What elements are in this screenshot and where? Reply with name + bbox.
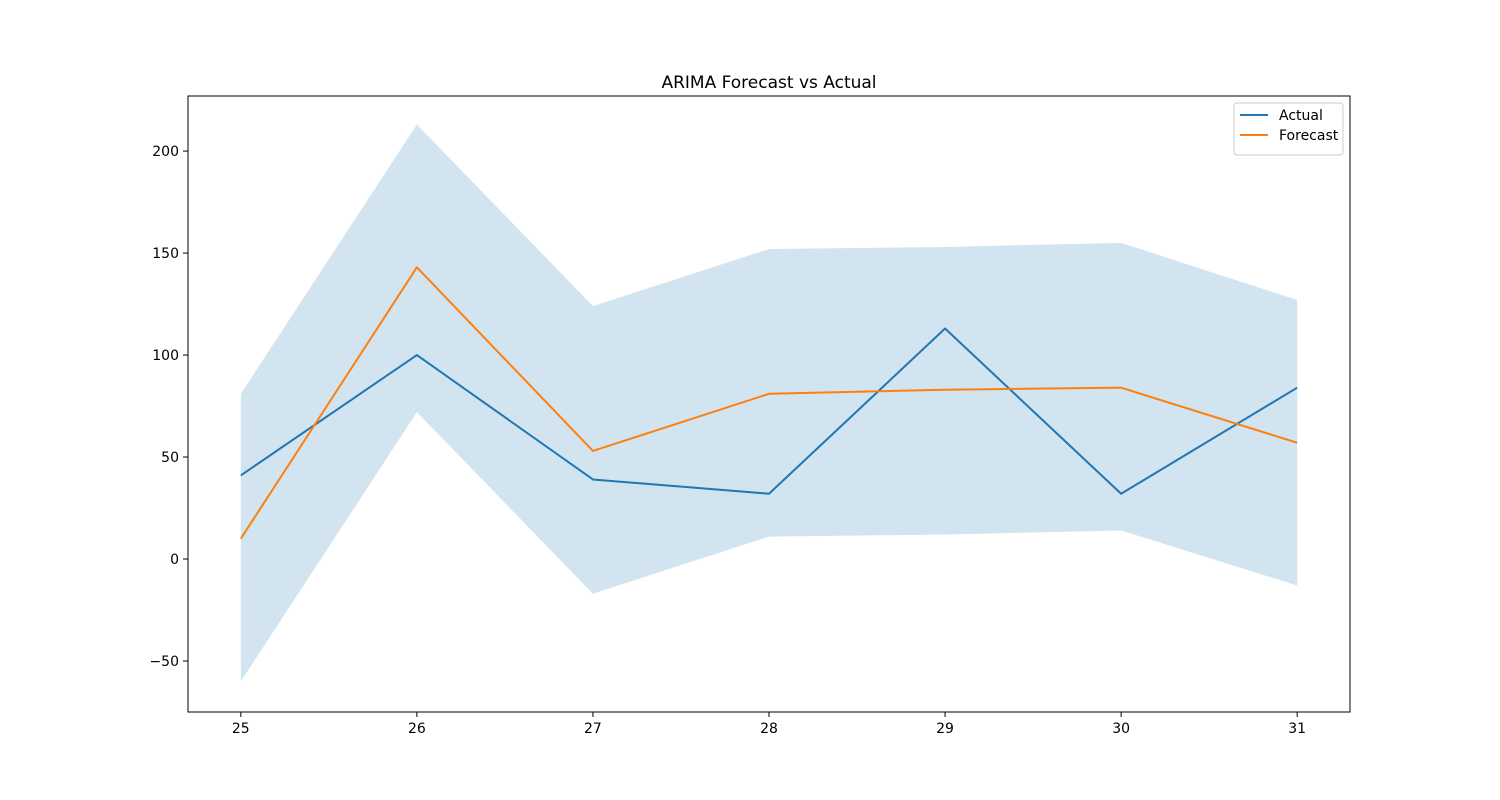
y-tick-label: 0 bbox=[170, 552, 179, 568]
x-tick-label: 30 bbox=[1112, 721, 1130, 737]
x-tick-label: 29 bbox=[936, 721, 954, 737]
legend-label-actual: Actual bbox=[1279, 108, 1323, 124]
y-tick-label: 200 bbox=[152, 144, 179, 160]
legend-label-forecast: Forecast bbox=[1279, 128, 1339, 144]
x-tick-label: 25 bbox=[232, 721, 250, 737]
y-tick-label: 100 bbox=[152, 348, 179, 364]
y-tick-label: 50 bbox=[161, 450, 179, 466]
y-axis: −50 0 50 100 150 200 bbox=[149, 144, 188, 670]
confidence-band-layer bbox=[240, 124, 1298, 682]
y-tick-label: 150 bbox=[152, 246, 179, 262]
x-tick-label: 27 bbox=[584, 721, 602, 737]
chart-title: ARIMA Forecast vs Actual bbox=[661, 73, 876, 93]
legend: Actual Forecast bbox=[1233, 102, 1344, 156]
series-layer bbox=[239, 266, 1298, 540]
x-tick-label: 26 bbox=[408, 721, 426, 737]
confidence-band bbox=[240, 124, 1298, 682]
x-tick-label: 31 bbox=[1288, 721, 1306, 737]
x-axis: 25 26 27 28 29 30 31 bbox=[232, 712, 1306, 737]
y-tick-label: −50 bbox=[149, 654, 179, 670]
x-tick-label: 28 bbox=[760, 721, 778, 737]
